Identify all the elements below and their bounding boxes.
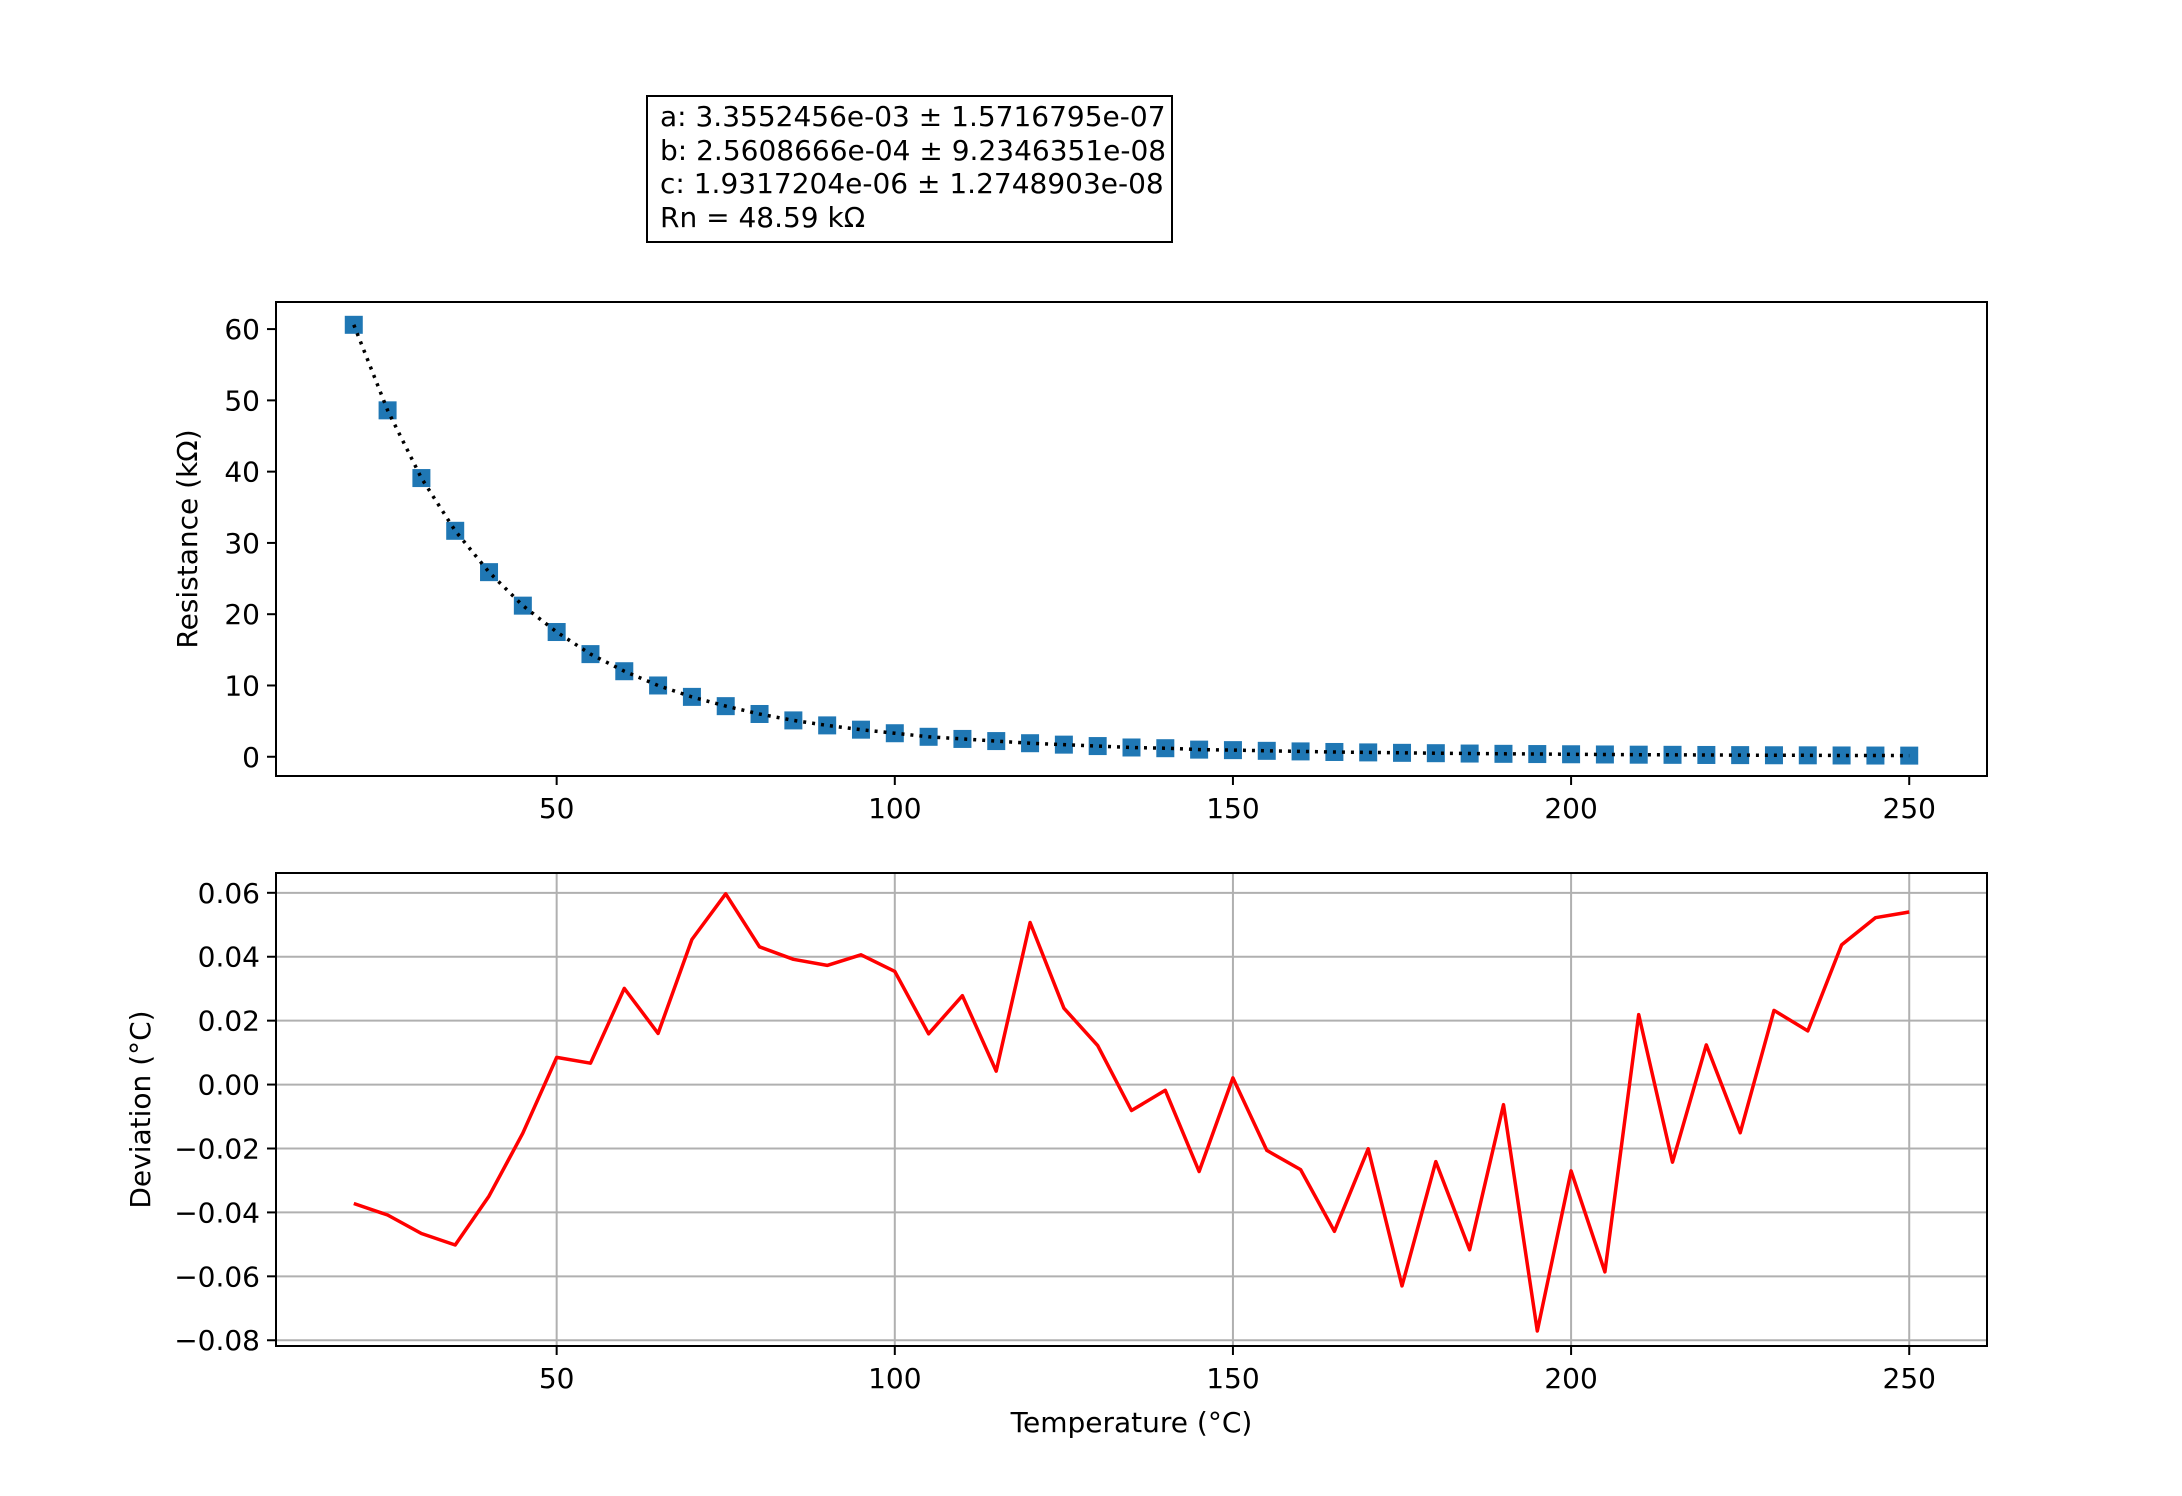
- resistance-x-tick-label: 50: [539, 792, 575, 825]
- resistance-axes-frame: [275, 301, 1988, 777]
- resistance-point: [1393, 743, 1412, 762]
- deviation-line: [353, 892, 1910, 1333]
- resistance-point: [649, 676, 668, 695]
- resistance-point: [1629, 745, 1648, 764]
- deviation-x-tick-label: 100: [868, 1362, 921, 1395]
- deviation-ticks: 50 100 150 200 250 −0.08 −0.06 −0.04 −0.02 0.00 0.…: [174, 877, 1936, 1395]
- resistance-point: [1291, 742, 1310, 761]
- resistance-point: [1088, 737, 1107, 756]
- resistance-point: [1798, 746, 1817, 765]
- resistance-marks: [344, 315, 1919, 765]
- resistance-point: [547, 623, 566, 642]
- resistance-point: [1359, 743, 1378, 762]
- deviation-y-axis-label: Deviation (°C): [124, 1010, 157, 1208]
- param-a-text: a: 3.3552456e-03 ± 1.5716795e-07: [660, 100, 1166, 133]
- resistance-y-axis-label: Resistance (kΩ): [171, 429, 204, 648]
- deviation-x-tick-label: 150: [1206, 1362, 1259, 1395]
- resistance-y-tick-label: 10: [224, 669, 260, 702]
- resistance-point: [1562, 745, 1581, 764]
- resistance-point: [1528, 745, 1547, 764]
- deviation-y-tick-label: −0.06: [174, 1260, 260, 1293]
- resistance-x-tick-label: 150: [1206, 792, 1259, 825]
- resistance-point: [1257, 741, 1276, 760]
- temperature-x-axis-label: Temperature (°C): [1010, 1406, 1253, 1439]
- resistance-point: [818, 716, 837, 735]
- resistance-y-tick-label: 0: [242, 741, 260, 774]
- resistance-point: [953, 729, 972, 748]
- resistance-ticks: 50 100 150 200 250 0 10 20 30 40 50 60: [224, 313, 1936, 825]
- resistance-point: [513, 596, 532, 615]
- resistance-x-tick-label: 100: [868, 792, 921, 825]
- deviation-x-tick-label: 200: [1544, 1362, 1597, 1395]
- resistance-point: [344, 315, 363, 334]
- resistance-plot: 50 100 150 200 250 0 10 20 30 40 50 60 Resistance (…: [171, 301, 1988, 825]
- deviation-y-tick-label: 0.02: [198, 1005, 260, 1038]
- deviation-grid: [276, 873, 1987, 1346]
- resistance-y-tick-label: 30: [224, 527, 260, 560]
- deviation-y-tick-label: −0.08: [174, 1324, 260, 1357]
- deviation-y-tick-label: 0.04: [198, 941, 260, 974]
- deviation-y-tick-label: 0.06: [198, 877, 260, 910]
- resistance-y-tick-label: 20: [224, 598, 260, 631]
- resistance-point: [1832, 746, 1851, 765]
- rn-text: Rn = 48.59 kΩ: [660, 200, 866, 234]
- resistance-point: [1663, 745, 1682, 764]
- deviation-x-tick-label: 50: [539, 1362, 575, 1395]
- resistance-y-tick-label: 40: [224, 456, 260, 489]
- resistance-y-tick-label: 50: [224, 384, 260, 417]
- resistance-point: [1122, 738, 1141, 757]
- resistance-point: [412, 469, 431, 488]
- fit-parameters-box: a: 3.3552456e-03 ± 1.5716795e-07 b: 2.56…: [646, 95, 1173, 243]
- resistance-x-tick-label: 200: [1544, 792, 1597, 825]
- deviation-x-tick-label: 250: [1883, 1362, 1936, 1395]
- resistance-point: [1900, 746, 1919, 765]
- resistance-fit-line: [352, 324, 1910, 758]
- deviation-y-tick-label: −0.04: [174, 1196, 260, 1229]
- deviation-y-tick-label: −0.02: [174, 1132, 260, 1165]
- deviation-y-tick-label: 0.00: [198, 1069, 260, 1102]
- param-c-text: c: 1.9317204e-06 ± 1.2748903e-08: [660, 167, 1164, 200]
- resistance-point: [1697, 745, 1716, 764]
- param-b-text: b: 2.5608666e-04 ± 9.2346351e-08: [660, 133, 1167, 167]
- resistance-point: [987, 732, 1006, 751]
- resistance-point: [1426, 744, 1445, 763]
- resistance-point: [851, 720, 870, 739]
- deviation-plot: 50 100 150 200 250 −0.08 −0.06 −0.04 −0.02 0.00 0.…: [124, 872, 1988, 1439]
- resistance-x-tick-label: 250: [1883, 792, 1936, 825]
- resistance-point: [784, 711, 803, 730]
- deviation-marks: [353, 892, 1910, 1333]
- resistance-point: [446, 521, 465, 540]
- resistance-point: [1156, 739, 1175, 758]
- resistance-point: [1494, 744, 1513, 763]
- resistance-point: [480, 563, 499, 582]
- deviation-axes-frame: [275, 872, 1988, 1347]
- resistance-point: [1223, 741, 1242, 760]
- resistance-y-tick-label: 60: [224, 313, 260, 346]
